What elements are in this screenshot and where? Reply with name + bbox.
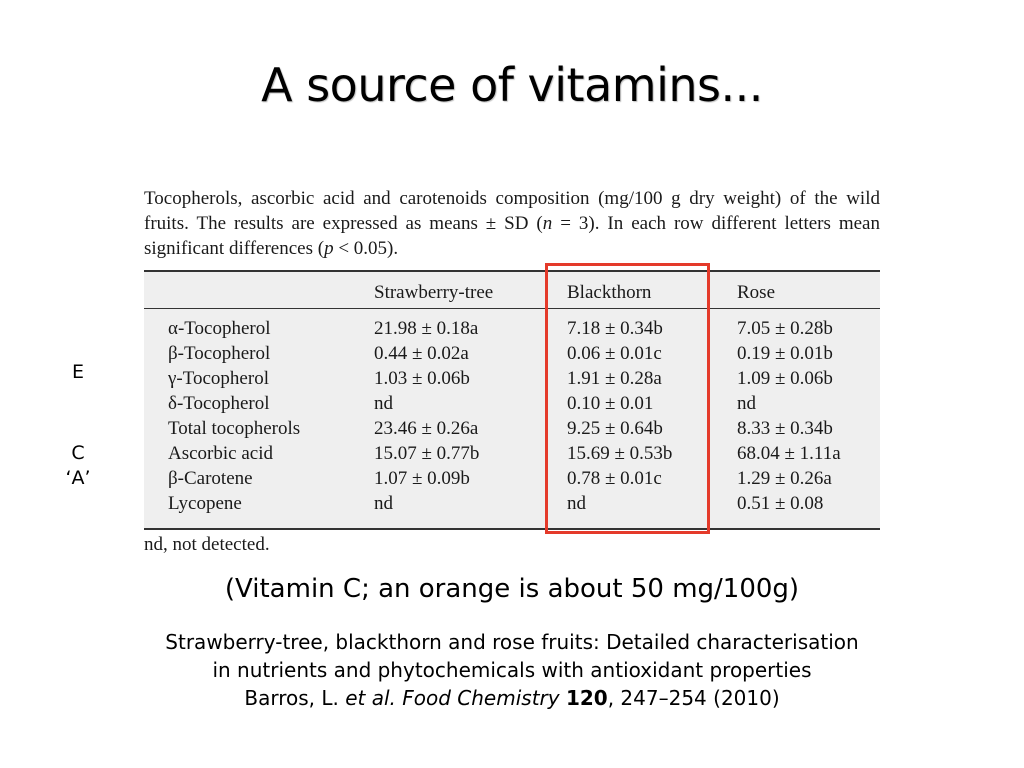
vitamin-c-note: (Vitamin C; an orange is about 50 mg/100… xyxy=(224,574,800,604)
caption-part-2: = 3). In each row different letters mean… xyxy=(144,213,880,259)
row-label: γ-Tocopherol xyxy=(168,368,269,389)
cell-value: nd xyxy=(567,493,586,514)
cell-value: 8.33 ± 0.34b xyxy=(737,418,833,439)
reference-source-line: Barros, L. et al. Food Chemistry 120, 24… xyxy=(0,684,1024,712)
cell-value: 0.44 ± 0.02a xyxy=(374,343,469,364)
reference-title-line-1: Strawberry-tree, blackthorn and rose fru… xyxy=(165,630,859,654)
row-label: Ascorbic acid xyxy=(168,443,273,464)
row-label: Lycopene xyxy=(168,493,242,514)
cell-value: 68.04 ± 1.11a xyxy=(737,443,841,464)
reference-volume: 120 xyxy=(565,686,608,710)
caption-n: n xyxy=(542,213,553,234)
side-label-vitamin-a: ‘A’ xyxy=(65,467,91,489)
reference-etal: et al. xyxy=(345,686,396,710)
cell-value: 15.69 ± 0.53b xyxy=(567,443,673,464)
cell-value: 0.06 ± 0.01c xyxy=(567,343,662,364)
cell-value: nd xyxy=(737,393,756,414)
cell-value: 9.25 ± 0.64b xyxy=(567,418,663,439)
row-label: δ-Tocopherol xyxy=(168,393,270,414)
cell-value: 7.18 ± 0.34b xyxy=(567,318,663,339)
cell-value: nd xyxy=(374,393,393,414)
row-label: β-Carotene xyxy=(168,468,253,489)
header-blackthorn: Blackthorn xyxy=(567,282,652,303)
cell-value: 0.10 ± 0.01 xyxy=(567,393,654,414)
cell-value: 0.78 ± 0.01c xyxy=(567,468,662,489)
cell-value: 15.07 ± 0.77b xyxy=(374,443,480,464)
slide-title: A source of vitamins... xyxy=(261,58,763,112)
composition-table: Strawberry-tree Blackthorn Rose α-Tocoph… xyxy=(144,270,880,530)
side-label-vitamin-c: C xyxy=(71,442,85,464)
caption-part-1: Tocopherols, ascorbic acid and carotenoi… xyxy=(144,188,880,234)
caption-p: p xyxy=(324,238,334,259)
cell-value: 1.09 ± 0.06b xyxy=(737,368,833,389)
cell-value: nd xyxy=(374,493,393,514)
reference-title-line-2: in nutrients and phytochemicals with ant… xyxy=(212,658,812,682)
row-label: Total tocopherols xyxy=(168,418,301,439)
cell-value: 0.19 ± 0.01b xyxy=(737,343,833,364)
side-label-vitamin-e: E xyxy=(71,361,84,383)
cell-value: 1.07 ± 0.09b xyxy=(374,468,470,489)
reference-journal: Food Chemistry xyxy=(402,686,560,710)
cell-value: 7.05 ± 0.28b xyxy=(737,318,833,339)
reference-authors: Barros, L. xyxy=(244,686,339,710)
cell-value: 21.98 ± 0.18a xyxy=(374,318,479,339)
blackthorn-highlight-box xyxy=(545,263,710,534)
row-label: α-Tocopherol xyxy=(168,318,271,339)
cell-value: 1.91 ± 0.28a xyxy=(567,368,662,389)
cell-value: 1.29 ± 0.26a xyxy=(737,468,832,489)
row-label: β-Tocopherol xyxy=(168,343,271,364)
reference-pages-year: , 247–254 (2010) xyxy=(607,686,780,710)
header-rose: Rose xyxy=(737,282,775,303)
reference-citation: Strawberry-tree, blackthorn and rose fru… xyxy=(0,628,1024,712)
cell-value: 1.03 ± 0.06b xyxy=(374,368,470,389)
table-caption: Tocopherols, ascorbic acid and carotenoi… xyxy=(144,186,880,261)
caption-part-3: < 0.05). xyxy=(333,238,399,259)
cell-value: 23.46 ± 0.26a xyxy=(374,418,479,439)
table-footnote: nd, not detected. xyxy=(144,534,270,555)
cell-value: 0.51 ± 0.08 xyxy=(737,493,824,514)
table-header-row: Strawberry-tree Blackthorn Rose xyxy=(144,272,880,309)
header-strawberry-tree: Strawberry-tree xyxy=(374,282,494,303)
